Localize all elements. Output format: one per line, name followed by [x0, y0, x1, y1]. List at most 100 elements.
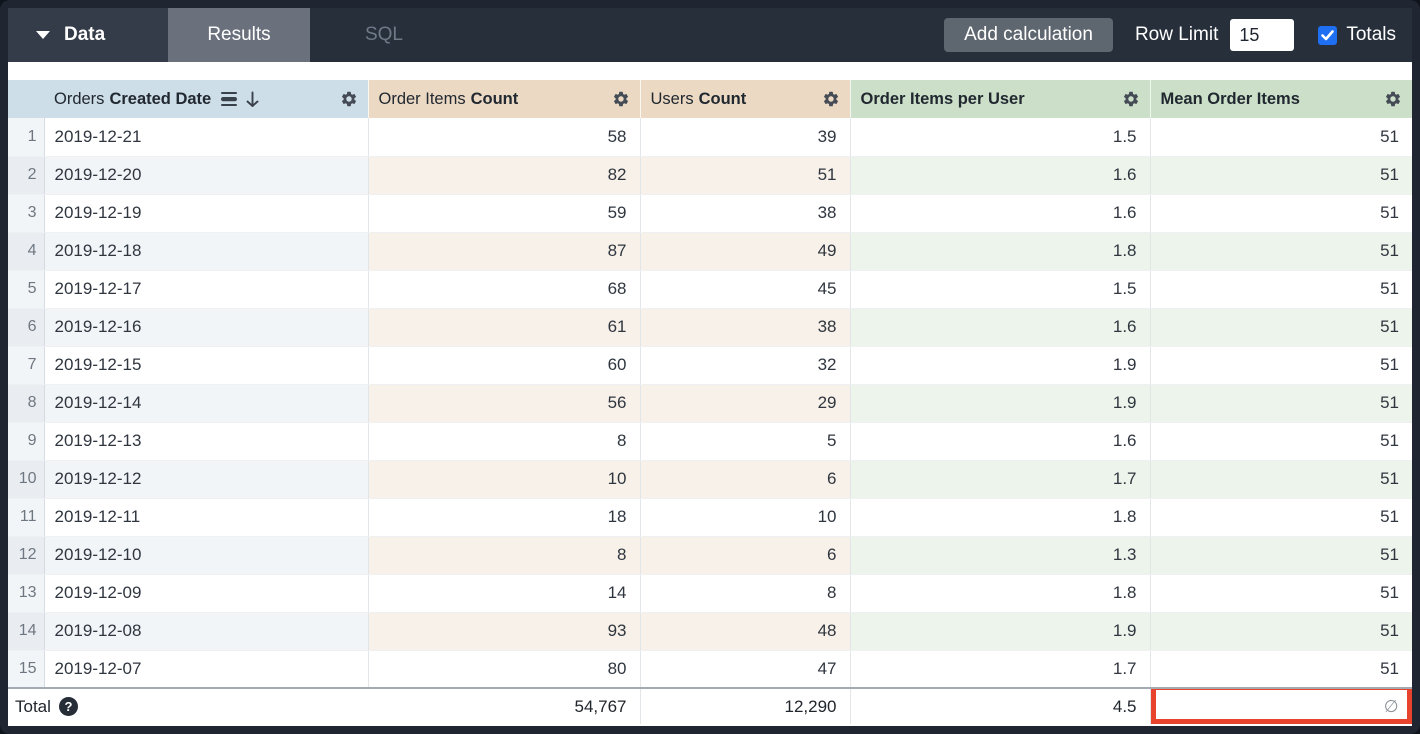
help-icon[interactable]: ?	[58, 697, 78, 716]
cell-mean-order-items[interactable]: 51	[1150, 308, 1412, 347]
cell-order-items-per-user[interactable]: 1.6	[850, 156, 1151, 195]
cell-mean-order-items[interactable]: 51	[1150, 650, 1412, 689]
column-header-orders-created-date[interactable]: Orders Created Date	[44, 80, 368, 118]
cell-orders-created-date[interactable]: 2019-12-19	[44, 194, 369, 233]
cell-mean-order-items[interactable]: 51	[1150, 232, 1412, 271]
cell-mean-order-items[interactable]: 51	[1150, 422, 1412, 461]
cell-orders-created-date[interactable]: 2019-12-21	[44, 118, 369, 157]
cell-users-count[interactable]: 6	[640, 460, 851, 499]
total-users-count[interactable]: 12,290	[640, 687, 851, 724]
cell-users-count[interactable]: 10	[640, 498, 851, 537]
cell-orders-created-date[interactable]: 2019-12-16	[44, 308, 369, 347]
add-calculation-button[interactable]: Add calculation	[944, 18, 1113, 52]
cell-order-items-per-user[interactable]: 1.7	[850, 650, 1151, 689]
cell-mean-order-items[interactable]: 51	[1150, 574, 1412, 613]
cell-orders-created-date[interactable]: 2019-12-10	[44, 536, 369, 575]
cell-orders-created-date[interactable]: 2019-12-17	[44, 270, 369, 309]
data-section-toggle[interactable]: Data	[8, 8, 168, 62]
cell-order-items-per-user[interactable]: 1.8	[850, 232, 1151, 271]
gear-icon[interactable]	[822, 90, 840, 108]
gear-icon[interactable]	[1384, 90, 1402, 108]
cell-orders-created-date[interactable]: 2019-12-11	[44, 498, 369, 537]
cell-order-items-count[interactable]: 10	[368, 460, 641, 499]
cell-orders-created-date[interactable]: 2019-12-14	[44, 384, 369, 423]
cell-order-items-per-user[interactable]: 1.8	[850, 498, 1151, 537]
cell-users-count[interactable]: 6	[640, 536, 851, 575]
cell-users-count[interactable]: 29	[640, 384, 851, 423]
cell-order-items-count[interactable]: 82	[368, 156, 641, 195]
cell-order-items-per-user[interactable]: 1.3	[850, 536, 1151, 575]
cell-order-items-count[interactable]: 93	[368, 612, 641, 651]
cell-users-count[interactable]: 5	[640, 422, 851, 461]
cell-order-items-per-user[interactable]: 1.6	[850, 422, 1151, 461]
total-order-items-per-user[interactable]: 4.5	[850, 687, 1151, 724]
totals-toggle[interactable]: Totals	[1318, 24, 1396, 46]
cell-order-items-count[interactable]: 8	[368, 536, 641, 575]
cell-orders-created-date[interactable]: 2019-12-12	[44, 460, 369, 499]
cell-users-count[interactable]: 49	[640, 232, 851, 271]
cell-mean-order-items[interactable]: 51	[1150, 346, 1412, 385]
cell-order-items-count[interactable]: 80	[368, 650, 641, 689]
cell-orders-created-date[interactable]: 2019-12-15	[44, 346, 369, 385]
cell-order-items-count[interactable]: 8	[368, 422, 641, 461]
cell-users-count[interactable]: 8	[640, 574, 851, 613]
total-order-items-count[interactable]: 54,767	[368, 687, 641, 724]
tab-results[interactable]: Results	[168, 8, 310, 62]
column-name: Created Date	[109, 89, 212, 108]
cell-order-items-count[interactable]: 56	[368, 384, 641, 423]
cell-order-items-per-user[interactable]: 1.6	[850, 194, 1151, 233]
cell-order-items-count[interactable]: 18	[368, 498, 641, 537]
cell-order-items-per-user[interactable]: 1.7	[850, 460, 1151, 499]
cell-users-count[interactable]: 38	[640, 194, 851, 233]
cell-order-items-per-user[interactable]: 1.5	[850, 118, 1151, 157]
gear-icon[interactable]	[340, 90, 358, 108]
cell-order-items-per-user[interactable]: 1.6	[850, 308, 1151, 347]
cell-mean-order-items[interactable]: 51	[1150, 612, 1412, 651]
column-header-order-items-count[interactable]: Order Items Count	[367, 80, 640, 118]
cell-orders-created-date[interactable]: 2019-12-13	[44, 422, 369, 461]
cell-order-items-per-user[interactable]: 1.8	[850, 574, 1151, 613]
gear-icon[interactable]	[612, 90, 630, 108]
cell-order-items-count[interactable]: 14	[368, 574, 641, 613]
cell-orders-created-date[interactable]: 2019-12-20	[44, 156, 369, 195]
cell-mean-order-items[interactable]: 51	[1150, 460, 1412, 499]
cell-mean-order-items[interactable]: 51	[1150, 194, 1412, 233]
cell-users-count[interactable]: 51	[640, 156, 851, 195]
cell-users-count[interactable]: 45	[640, 270, 851, 309]
total-mean-order-items[interactable]: ∅	[1150, 687, 1412, 724]
column-header-mean-order-items[interactable]: Mean Order Items	[1149, 80, 1412, 118]
cell-mean-order-items[interactable]: 51	[1150, 536, 1412, 575]
column-header-users-count[interactable]: Users Count	[639, 80, 850, 118]
cell-orders-created-date[interactable]: 2019-12-08	[44, 612, 369, 651]
red-highlight-box	[1150, 690, 1411, 724]
group-lines-icon	[221, 92, 238, 106]
cell-order-items-per-user[interactable]: 1.9	[850, 384, 1151, 423]
cell-users-count[interactable]: 38	[640, 308, 851, 347]
column-header-order-items-per-user[interactable]: Order Items per User	[849, 80, 1150, 118]
cell-orders-created-date[interactable]: 2019-12-09	[44, 574, 369, 613]
cell-order-items-count[interactable]: 68	[368, 270, 641, 309]
cell-mean-order-items[interactable]: 51	[1150, 156, 1412, 195]
tab-sql[interactable]: SQL	[310, 8, 458, 62]
cell-order-items-count[interactable]: 60	[368, 346, 641, 385]
cell-order-items-per-user[interactable]: 1.5	[850, 270, 1151, 309]
cell-orders-created-date[interactable]: 2019-12-18	[44, 232, 369, 271]
cell-order-items-per-user[interactable]: 1.9	[850, 612, 1151, 651]
gear-icon[interactable]	[1122, 90, 1140, 108]
cell-users-count[interactable]: 48	[640, 612, 851, 651]
cell-users-count[interactable]: 47	[640, 650, 851, 689]
cell-mean-order-items[interactable]: 51	[1150, 498, 1412, 537]
row-limit-input[interactable]	[1230, 19, 1295, 51]
cell-order-items-count[interactable]: 61	[368, 308, 641, 347]
cell-mean-order-items[interactable]: 51	[1150, 270, 1412, 309]
cell-order-items-count[interactable]: 58	[368, 118, 641, 157]
cell-users-count[interactable]: 39	[640, 118, 851, 157]
cell-order-items-count[interactable]: 87	[368, 232, 641, 271]
cell-mean-order-items[interactable]: 51	[1150, 118, 1412, 157]
cell-users-count[interactable]: 32	[640, 346, 851, 385]
cell-order-items-count[interactable]: 59	[368, 194, 641, 233]
cell-mean-order-items[interactable]: 51	[1150, 384, 1412, 423]
cell-orders-created-date[interactable]: 2019-12-07	[44, 650, 369, 689]
totals-checkbox[interactable]	[1318, 25, 1338, 45]
cell-order-items-per-user[interactable]: 1.9	[850, 346, 1151, 385]
